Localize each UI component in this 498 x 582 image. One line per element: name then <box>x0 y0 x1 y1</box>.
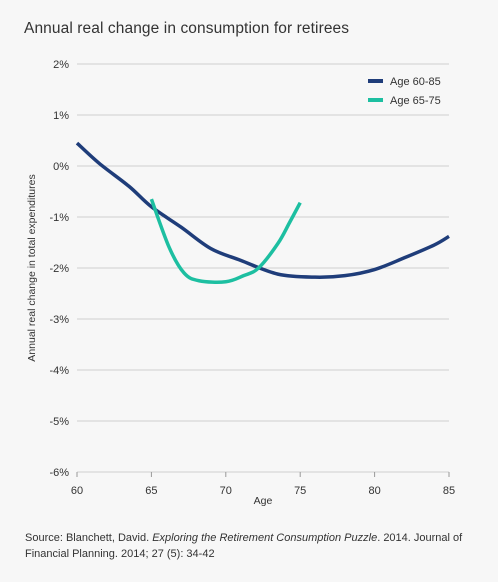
series-line-1 <box>75 141 450 279</box>
x-tick-label: 60 <box>71 485 83 497</box>
x-tick-label: 75 <box>294 485 306 497</box>
y-tick-label: -3% <box>49 314 69 326</box>
legend: Age 60-85 Age 65-75 <box>368 76 441 107</box>
series-lines <box>75 141 450 284</box>
y-tick-label: 1% <box>53 110 69 122</box>
legend-label: Age 65-75 <box>390 95 441 107</box>
chart-title: Annual real change in consumption for re… <box>24 20 350 37</box>
y-tick-label: -2% <box>49 263 69 275</box>
source-title: Exploring the Retirement Consumption Puz… <box>152 532 378 544</box>
y-tick-label: -1% <box>49 212 69 224</box>
x-tick-label: 70 <box>220 485 232 497</box>
line-chart: 2% 1% 0% -1% -2% -3% -4% -5% -6% 60 65 70 75 80 85 Ag… <box>26 59 455 507</box>
y-tick-label: -4% <box>49 365 69 377</box>
x-tick-label: 85 <box>443 485 455 497</box>
y-tick-label: -6% <box>49 467 69 479</box>
x-axis-ticks: 60 65 70 75 80 85 <box>71 472 455 497</box>
y-tick-label: -5% <box>49 416 69 428</box>
source-citation: Source: Blanchett, David. Exploring the … <box>25 530 475 562</box>
x-axis-label: Age <box>254 495 273 507</box>
series-line-2 <box>149 198 302 284</box>
y-tick-label: 2% <box>53 59 69 71</box>
source-prefix: Source: Blanchett, David. <box>25 532 153 544</box>
x-tick-label: 65 <box>145 485 157 497</box>
y-axis-ticks: 2% 1% 0% -1% -2% -3% -4% -5% -6% <box>49 59 69 479</box>
y-tick-label: 0% <box>53 161 69 173</box>
source-suffix: . 2014. Journal of Financial Planning. 2… <box>25 532 463 560</box>
y-axis-label: Annual real change in total expenditures <box>26 174 38 361</box>
x-tick-label: 80 <box>368 485 380 497</box>
legend-label: Age 60-85 <box>390 76 441 88</box>
